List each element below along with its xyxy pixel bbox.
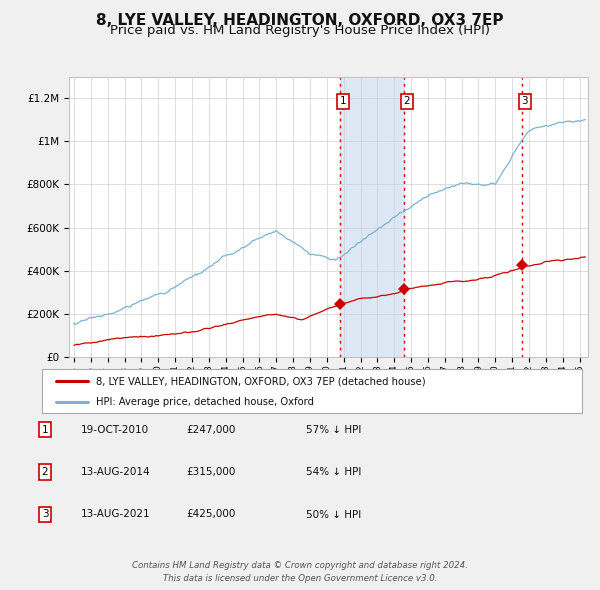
Text: Price paid vs. HM Land Registry's House Price Index (HPI): Price paid vs. HM Land Registry's House … [110,24,490,37]
Text: HPI: Average price, detached house, Oxford: HPI: Average price, detached house, Oxfo… [96,397,314,407]
Text: 8, LYE VALLEY, HEADINGTON, OXFORD, OX3 7EP (detached house): 8, LYE VALLEY, HEADINGTON, OXFORD, OX3 7… [96,376,425,386]
Text: £425,000: £425,000 [186,510,235,519]
Text: 3: 3 [41,510,49,519]
Text: 54% ↓ HPI: 54% ↓ HPI [306,467,361,477]
Text: 2: 2 [404,97,410,106]
Text: 3: 3 [521,97,528,106]
Text: 8, LYE VALLEY, HEADINGTON, OXFORD, OX3 7EP: 8, LYE VALLEY, HEADINGTON, OXFORD, OX3 7… [96,13,504,28]
Text: 13-AUG-2021: 13-AUG-2021 [81,510,151,519]
Bar [340,77,404,357]
Text: 1: 1 [340,97,346,106]
Text: 19-OCT-2010: 19-OCT-2010 [81,425,149,434]
Text: Contains HM Land Registry data © Crown copyright and database right 2024.
This d: Contains HM Land Registry data © Crown c… [132,562,468,583]
Text: 57% ↓ HPI: 57% ↓ HPI [306,425,361,434]
Text: 50% ↓ HPI: 50% ↓ HPI [306,510,361,519]
Text: 2: 2 [41,467,49,477]
Text: 13-AUG-2014: 13-AUG-2014 [81,467,151,477]
Text: 1: 1 [41,425,49,434]
Text: £315,000: £315,000 [186,467,235,477]
Text: £247,000: £247,000 [186,425,235,434]
